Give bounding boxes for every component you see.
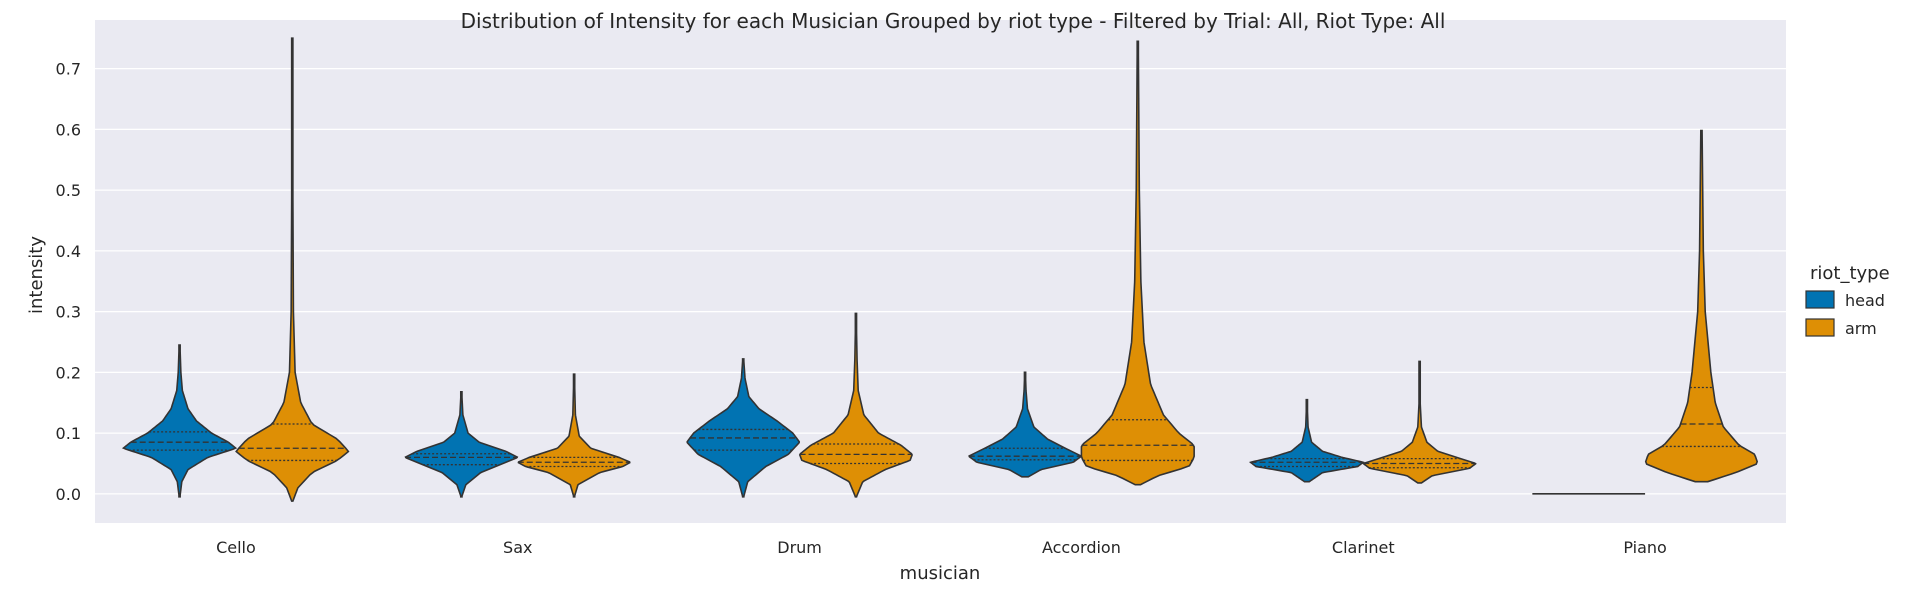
x-tick-label: Accordion: [1042, 538, 1121, 557]
x-tick-labels: Cello Sax Drum Accordion Clarinet Piano: [216, 538, 1667, 557]
x-tick-label: Cello: [216, 538, 256, 557]
violin-body: [1248, 398, 1365, 483]
y-tick-labels: 0.0 0.1 0.2 0.3 0.4 0.5 0.6 0.7: [56, 60, 81, 504]
y-tick-label: 0.2: [56, 363, 81, 382]
violin-arm-drum: [798, 312, 913, 498]
violin-head-sax: [404, 390, 519, 498]
legend-swatch-head: [1805, 290, 1835, 309]
chart-title: Distribution of Intensity for each Music…: [461, 9, 1446, 33]
y-tick-label: 0.5: [56, 181, 81, 200]
legend-title: riot_type: [1810, 263, 1890, 284]
violin-body: [1080, 40, 1195, 486]
legend-swatch-arm: [1805, 318, 1835, 337]
legend: riot_type head arm: [1805, 263, 1890, 338]
y-tick-label: 0.3: [56, 303, 81, 322]
y-tick-label: 0.1: [56, 424, 81, 443]
x-tick-label: Drum: [777, 538, 822, 557]
violin-arm-cello: [235, 37, 350, 502]
violin-arm-clarinet: [1362, 360, 1477, 484]
y-axis-label: intensity: [26, 236, 47, 314]
violin-arm-sax: [517, 373, 631, 498]
violin-body: [798, 312, 913, 498]
violin-body: [1644, 129, 1759, 483]
plot-area: [95, 20, 1786, 523]
violin-head-cello: [121, 344, 238, 498]
y-tick-label: 0.4: [56, 242, 81, 261]
y-tick-label: 0.6: [56, 120, 81, 139]
violins: [121, 37, 1759, 502]
violin-body: [1362, 360, 1477, 484]
violin-body: [121, 344, 238, 498]
violin-body: [404, 390, 519, 498]
legend-label-head: head: [1845, 291, 1885, 310]
y-tick-label: 0.0: [56, 485, 81, 504]
violin-head-drum: [686, 358, 801, 498]
y-tick-label: 0.7: [56, 60, 81, 79]
violin-arm-accordion: [1080, 40, 1195, 486]
x-tick-label: Clarinet: [1332, 538, 1395, 557]
x-axis-label: musician: [900, 563, 981, 584]
violin-arm-piano: [1644, 129, 1759, 483]
violin-head-clarinet: [1248, 398, 1365, 483]
violin-body: [968, 371, 1082, 478]
x-tick-label: Piano: [1623, 538, 1666, 557]
violin-head-accordion: [968, 371, 1082, 478]
x-tick-label: Sax: [503, 538, 532, 557]
violin-body: [235, 37, 350, 502]
grid-lines: [95, 67, 1786, 495]
legend-label-arm: arm: [1845, 319, 1877, 338]
